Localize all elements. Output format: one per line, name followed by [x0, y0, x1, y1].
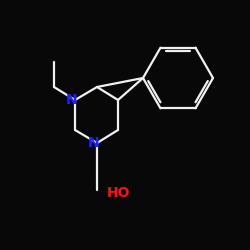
- Text: N: N: [88, 136, 100, 150]
- Text: N: N: [66, 93, 78, 107]
- Text: HO: HO: [107, 186, 130, 200]
